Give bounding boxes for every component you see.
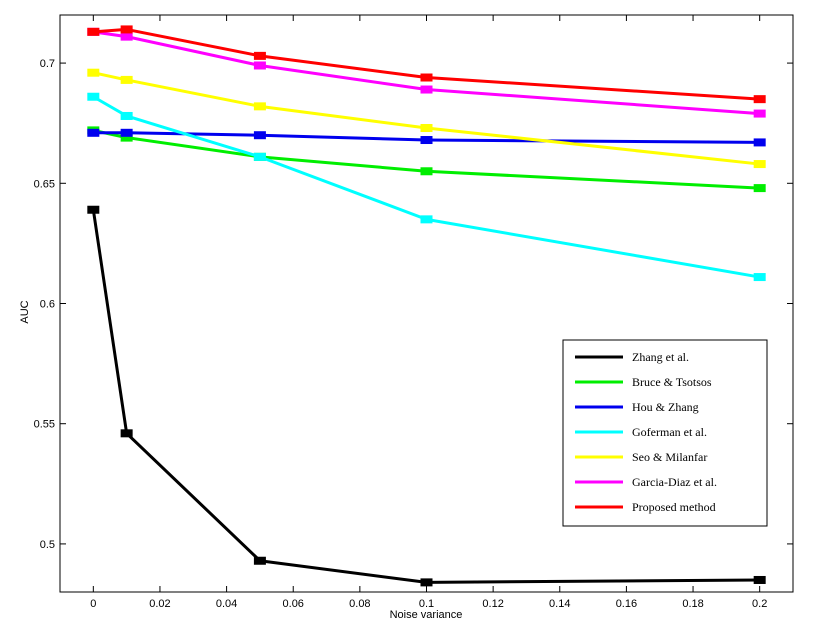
x-tick-label: 0.16 [616, 598, 637, 610]
data-point [420, 578, 433, 587]
data-point [120, 32, 133, 41]
x-axis-label: Noise variance [390, 609, 463, 621]
series-layer [87, 25, 766, 587]
data-point [753, 95, 766, 104]
legend-label: Hou & Zhang [632, 400, 699, 414]
data-point [753, 273, 766, 282]
data-point [253, 102, 266, 111]
data-point [753, 184, 766, 193]
data-point [420, 136, 433, 145]
x-tick-label: 0 [90, 598, 96, 610]
data-point [753, 138, 766, 147]
y-tick-label: 0.5 [40, 539, 55, 551]
legend-label: Bruce & Tsotsos [632, 375, 712, 389]
data-point [253, 51, 266, 60]
x-axis: 0 0.02 0.04 0.06 0.08 0.1 0.12 0.14 0.16 0.18 0.2 [90, 15, 767, 610]
data-point [120, 111, 133, 120]
data-point [87, 68, 100, 77]
data-point [253, 61, 266, 70]
data-point [87, 27, 100, 36]
data-point [420, 85, 433, 94]
y-tick-label: 0.55 [34, 419, 55, 431]
data-point [120, 429, 133, 438]
y-tick-label: 0.65 [34, 178, 55, 190]
legend-label: Garcia-Diaz et al. [632, 475, 717, 489]
x-tick-label: 0.1 [419, 598, 434, 610]
legend-label: Zhang et al. [632, 350, 689, 364]
x-tick-label: 0.18 [682, 598, 703, 610]
series [87, 68, 766, 169]
data-point [120, 75, 133, 84]
legend-label: Goferman et al. [632, 425, 707, 439]
data-point [420, 167, 433, 176]
data-point [253, 131, 266, 140]
data-point [420, 73, 433, 82]
y-axis-label: AUC [19, 300, 31, 323]
data-point [120, 133, 133, 142]
data-point [253, 556, 266, 565]
y-axis: 0.5 0.55 0.6 0.65 0.7 [34, 58, 793, 551]
series [87, 205, 766, 587]
data-point [420, 123, 433, 132]
x-tick-label: 0.14 [549, 598, 570, 610]
y-tick-label: 0.6 [40, 299, 55, 311]
legend-label: Seo & Milanfar [632, 450, 707, 464]
data-point [753, 160, 766, 169]
legend-label: Proposed method [632, 500, 716, 514]
x-tick-label: 0.02 [149, 598, 170, 610]
data-point [753, 575, 766, 584]
data-point [87, 128, 100, 137]
x-tick-label: 0.2 [752, 598, 767, 610]
series [87, 25, 766, 104]
data-point [420, 215, 433, 224]
x-tick-label: 0.06 [283, 598, 304, 610]
data-point [87, 92, 100, 101]
x-tick-label: 0.04 [216, 598, 237, 610]
legend: Zhang et al. Bruce & Tsotsos Hou & Zhang Go… [562, 339, 768, 527]
data-point [120, 25, 133, 34]
series [87, 92, 766, 282]
data-point [87, 205, 100, 214]
x-tick-label: 0.08 [349, 598, 370, 610]
data-point [753, 109, 766, 118]
data-point [253, 152, 266, 161]
data-point [120, 128, 133, 137]
x-tick-label: 0.12 [482, 598, 503, 610]
y-tick-label: 0.7 [40, 58, 55, 70]
